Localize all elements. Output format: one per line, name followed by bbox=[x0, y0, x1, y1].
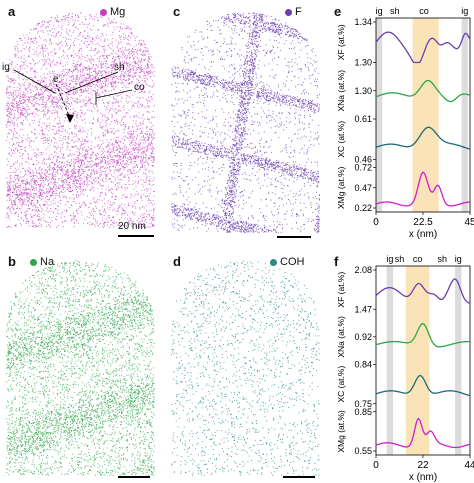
annotation-co: co bbox=[134, 82, 145, 93]
series-line-X_C bbox=[375, 126, 471, 150]
series-line-X_Mg bbox=[375, 171, 471, 207]
y-tick-label: 1.47 bbox=[354, 304, 372, 314]
region-ig-3 bbox=[455, 266, 462, 455]
region-label: sh bbox=[437, 254, 447, 264]
f-legend-text: F bbox=[295, 6, 302, 18]
region-label: co bbox=[419, 6, 429, 16]
series-line-X_F bbox=[375, 31, 471, 64]
coh-legend-dot bbox=[270, 258, 277, 266]
series-line-X_C bbox=[375, 374, 471, 397]
annotation-ig: ig bbox=[2, 62, 10, 73]
coh-legend-text: COH bbox=[280, 256, 305, 268]
y-axis-label-X_Na: XNa (at.%) bbox=[336, 316, 346, 358]
y-tick-label: 0.72 bbox=[354, 163, 372, 173]
panel-e: e ig sh co ig 1.34 1.30 XF (at.%) 1.30 XNa (at.%… bbox=[330, 0, 474, 240]
scale-bar-b bbox=[118, 476, 150, 478]
x-tick-label: 44 bbox=[464, 460, 474, 471]
region-label: sh bbox=[390, 6, 400, 16]
series-line-X_Mg bbox=[375, 417, 471, 449]
y-axis-label-X_F: XF (at.%) bbox=[336, 272, 346, 308]
panel-c-label: c bbox=[173, 4, 181, 19]
x-tick-label: 0 bbox=[373, 217, 379, 228]
panel-d: d COH bbox=[165, 248, 325, 483]
y-axis-label-X_C: XC (at.%) bbox=[336, 366, 346, 403]
y-tick-label: 0.47 bbox=[354, 183, 372, 193]
annotation-sh: sh bbox=[114, 62, 125, 73]
panel-d-label: d bbox=[173, 254, 181, 269]
na-legend-text: Na bbox=[40, 256, 55, 268]
y-tick-label: 0.46 bbox=[354, 155, 372, 165]
y-tick-label: 0.84 bbox=[354, 360, 372, 370]
series-line-X_Na bbox=[375, 79, 471, 103]
x-tick-label: 22 bbox=[417, 460, 429, 471]
y-axis-label-X_Mg: XMg (at.%) bbox=[336, 410, 346, 453]
y-tick-label: 0.22 bbox=[354, 203, 372, 213]
region-ig-3 bbox=[461, 18, 468, 212]
panel-b-label: b bbox=[8, 254, 16, 269]
na-atom-map bbox=[6, 260, 155, 476]
f-atom-map bbox=[171, 12, 320, 233]
y-axis-label-X_Na: XNa (at.%) bbox=[336, 70, 346, 112]
y-axis-label-X_F: XF (at.%) bbox=[336, 24, 346, 60]
scale-bar-d bbox=[283, 476, 315, 478]
panel-b-legend: Na bbox=[30, 256, 54, 268]
panel-d-legend: COH bbox=[270, 256, 304, 268]
panel-a-annotations bbox=[13, 69, 133, 123]
mg-legend-dot bbox=[100, 8, 107, 16]
y-axis-label-X_C: XC (at.%) bbox=[336, 121, 346, 158]
x-tick-label: 45 bbox=[464, 217, 474, 228]
f-legend-dot bbox=[285, 8, 292, 16]
panel-c: c F bbox=[165, 0, 325, 240]
y-axis-label-X_Mg: XMg (at.%) bbox=[336, 166, 346, 209]
x-axis-label: x (nm) bbox=[409, 229, 437, 240]
mg-legend-text: Mg bbox=[110, 6, 126, 18]
y-tick-label: 0.61 bbox=[354, 114, 372, 124]
scale-bar-c bbox=[277, 236, 311, 238]
region-label: ig bbox=[376, 6, 383, 16]
region-ig-0 bbox=[376, 18, 383, 212]
region-label: ig bbox=[461, 6, 468, 16]
series-line-X_Na bbox=[375, 322, 470, 348]
region-co-2 bbox=[405, 266, 430, 455]
x-tick-label: 22.5 bbox=[413, 217, 433, 228]
mg-atom-map bbox=[6, 12, 155, 228]
coh-atom-map bbox=[171, 260, 320, 476]
panel-f: f ig sh co sh ig 2.08 1.47 XF (at.%) 0.92 XNa (at… bbox=[330, 248, 474, 483]
y-tick-label: 1.30 bbox=[354, 58, 372, 68]
region-label: sh bbox=[395, 254, 405, 264]
region-label: ig bbox=[386, 254, 393, 264]
y-tick-label: 1.34 bbox=[354, 17, 372, 27]
region-ig-0 bbox=[386, 266, 394, 455]
panel-b: b Na bbox=[0, 248, 160, 483]
y-tick-label: 0.85 bbox=[354, 407, 372, 417]
panel-a: a Mg ig e sh co 20 nm bbox=[0, 0, 160, 237]
panel-e-label: e bbox=[334, 4, 342, 19]
x-axis-label: x (nm) bbox=[409, 472, 437, 483]
y-tick-label: 2.08 bbox=[354, 265, 372, 275]
x-tick-label: 0 bbox=[373, 460, 379, 471]
series-line-X_F bbox=[375, 278, 471, 304]
scale-bar-a-label: 20 nm bbox=[118, 221, 146, 232]
y-tick-label: 1.30 bbox=[354, 86, 372, 96]
na-legend-dot bbox=[30, 258, 37, 266]
panel-a-label: a bbox=[8, 4, 16, 19]
y-tick-label: 0.75 bbox=[354, 399, 372, 409]
panel-a-legend: Mg bbox=[100, 6, 125, 18]
panel-c-legend: F bbox=[285, 6, 302, 18]
scale-bar-a bbox=[118, 235, 154, 237]
region-label: ig bbox=[455, 254, 462, 264]
panel-f-label: f bbox=[334, 254, 339, 269]
y-tick-label: 0.92 bbox=[354, 332, 372, 342]
annotation-e: e bbox=[53, 74, 59, 85]
region-label: co bbox=[413, 254, 423, 264]
y-tick-label: 0.55 bbox=[354, 446, 372, 456]
region-co-2 bbox=[412, 18, 439, 212]
